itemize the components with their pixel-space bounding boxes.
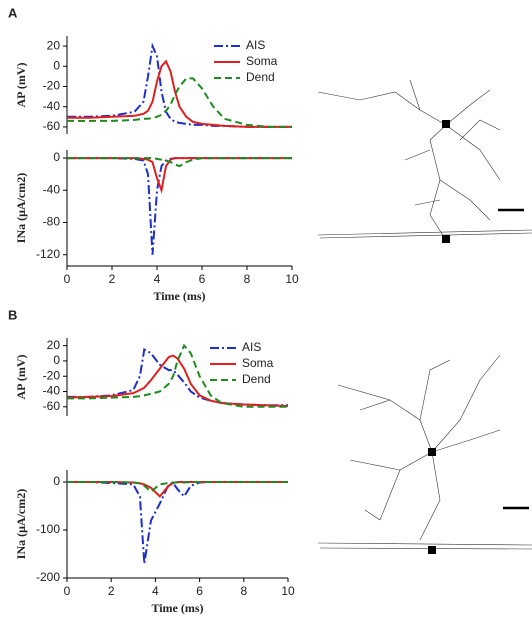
soma-marker: [442, 235, 450, 243]
y-tick-label: -20: [43, 368, 61, 382]
series-line: [67, 343, 288, 408]
y-axis-label: AP (mV): [14, 355, 28, 400]
soma-marker: [428, 448, 436, 456]
x-tick-label: 10: [281, 584, 295, 598]
x-tick-label: 8: [244, 272, 251, 286]
y-tick-label: -40: [43, 182, 61, 196]
legend-label: Soma: [246, 54, 278, 68]
x-tick-label: 2: [108, 584, 115, 598]
y-axis-label: INa (μA/cm2): [14, 489, 28, 559]
panel-label: A: [8, 5, 18, 20]
y-tick-label: -200: [36, 570, 60, 584]
y-tick-label: 0: [53, 353, 60, 367]
y-tick-label: -40: [43, 99, 61, 113]
y-tick-label: -60: [43, 119, 61, 133]
legend-label: Dend: [246, 70, 275, 84]
series-line: [66, 354, 289, 408]
x-tick-label: 8: [240, 584, 247, 598]
x-tick-label: 2: [109, 272, 116, 286]
soma-marker: [442, 120, 450, 128]
panel-label: B: [8, 307, 17, 322]
y-tick-label: 0: [53, 474, 60, 488]
x-tick-label: 4: [152, 584, 159, 598]
legend-label: Dend: [242, 372, 271, 386]
series-line: [67, 157, 292, 195]
y-tick-label: 20: [47, 338, 61, 352]
series-line: [67, 481, 288, 564]
soma-marker: [428, 546, 436, 554]
neuron-morphology-b: [317, 354, 532, 554]
neuron-morphology-a: [317, 79, 532, 243]
legend-label: Soma: [242, 356, 274, 370]
x-axis-label: Time (ms): [151, 601, 203, 615]
series-line: [67, 42, 292, 128]
x-tick-label: 0: [64, 272, 71, 286]
y-tick-label: -20: [43, 79, 61, 93]
x-tick-label: 6: [199, 272, 206, 286]
x-tick-label: 10: [285, 272, 299, 286]
y-tick-label: -40: [43, 384, 61, 398]
y-tick-label: 20: [47, 38, 61, 52]
y-tick-label: -100: [36, 522, 60, 536]
series-line: [67, 59, 292, 128]
series-line: [67, 157, 292, 255]
x-tick-label: 0: [64, 584, 71, 598]
series-line: [67, 77, 292, 128]
series-line: [67, 157, 292, 168]
x-axis-label: Time (ms): [153, 289, 205, 303]
legend-label: AIS: [246, 38, 265, 52]
x-tick-label: 6: [196, 584, 203, 598]
x-tick-label: 4: [154, 272, 161, 286]
y-tick-label: 0: [53, 150, 60, 164]
y-axis-label: AP (mV): [14, 63, 28, 108]
y-tick-label: -120: [36, 247, 60, 261]
y-tick-label: -80: [43, 215, 61, 229]
legend-label: AIS: [242, 340, 261, 354]
y-axis-label: INa (μA/cm2): [14, 173, 28, 243]
y-tick-label: 0: [53, 58, 60, 72]
y-tick-label: -60: [43, 399, 61, 413]
series-line: [67, 481, 288, 493]
